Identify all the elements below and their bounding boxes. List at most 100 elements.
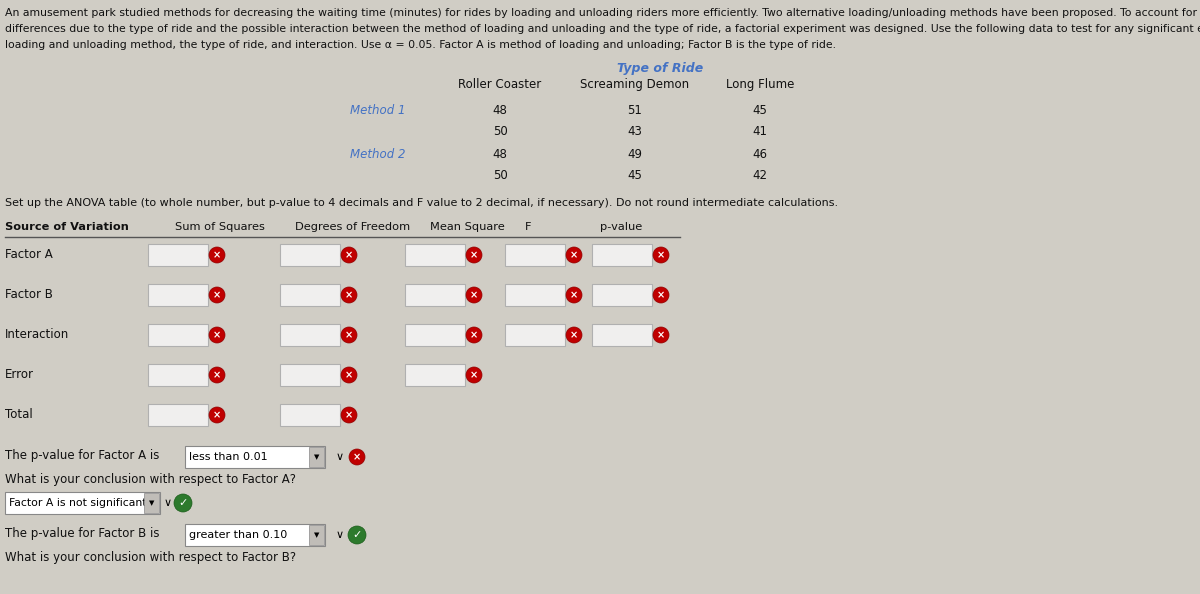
Circle shape <box>653 327 670 343</box>
Text: ×: × <box>353 452 361 462</box>
Circle shape <box>566 327 582 343</box>
Circle shape <box>466 247 482 263</box>
Text: Method 1: Method 1 <box>349 104 406 117</box>
Text: ×: × <box>212 370 221 380</box>
Bar <box>5 492 160 514</box>
Circle shape <box>341 247 358 263</box>
Bar <box>185 446 325 468</box>
Text: ∨: ∨ <box>164 498 172 508</box>
Bar <box>148 244 208 266</box>
Circle shape <box>209 247 226 263</box>
Text: Factor A is not significant: Factor A is not significant <box>10 498 146 508</box>
Text: ▼: ▼ <box>314 454 319 460</box>
Bar <box>280 284 340 306</box>
Circle shape <box>349 449 365 465</box>
Circle shape <box>466 327 482 343</box>
Text: Interaction: Interaction <box>5 328 70 342</box>
Text: 50: 50 <box>493 125 508 138</box>
Circle shape <box>209 287 226 303</box>
Bar <box>505 244 565 266</box>
Text: ×: × <box>656 330 665 340</box>
Text: p-value: p-value <box>600 222 642 232</box>
Bar <box>185 524 325 546</box>
Circle shape <box>341 407 358 423</box>
Text: Mean Square: Mean Square <box>430 222 505 232</box>
Bar <box>148 324 208 346</box>
Bar <box>406 244 466 266</box>
Bar <box>280 324 340 346</box>
Bar <box>310 525 324 545</box>
Bar <box>148 284 208 306</box>
Text: ×: × <box>344 250 353 260</box>
Text: ×: × <box>656 290 665 300</box>
Circle shape <box>566 247 582 263</box>
Text: ×: × <box>470 290 478 300</box>
Circle shape <box>566 287 582 303</box>
Text: ×: × <box>344 330 353 340</box>
Bar <box>148 364 208 386</box>
Text: What is your conclusion with respect to Factor A?: What is your conclusion with respect to … <box>5 473 296 486</box>
Text: Set up the ANOVA table (to whole number, but p-value to 4 decimals and F value t: Set up the ANOVA table (to whole number,… <box>5 198 838 208</box>
Text: differences due to the type of ride and the possible interaction between the met: differences due to the type of ride and … <box>5 24 1200 34</box>
Bar <box>280 404 340 426</box>
Text: Roller Coaster: Roller Coaster <box>458 78 541 91</box>
Text: ×: × <box>470 370 478 380</box>
Text: ×: × <box>212 250 221 260</box>
Text: ×: × <box>470 250 478 260</box>
Text: The p-value for Factor A is: The p-value for Factor A is <box>5 448 160 462</box>
Text: ×: × <box>212 330 221 340</box>
Text: ×: × <box>344 290 353 300</box>
Text: Factor A: Factor A <box>5 248 53 261</box>
Text: 49: 49 <box>628 148 642 161</box>
Circle shape <box>653 247 670 263</box>
Circle shape <box>341 367 358 383</box>
Bar <box>406 284 466 306</box>
Text: ×: × <box>570 330 578 340</box>
Text: ✓: ✓ <box>353 530 361 540</box>
Bar <box>505 284 565 306</box>
Text: Screaming Demon: Screaming Demon <box>581 78 690 91</box>
Text: ✓: ✓ <box>179 498 187 508</box>
Text: ×: × <box>656 250 665 260</box>
Text: less than 0.01: less than 0.01 <box>190 452 268 462</box>
Text: 51: 51 <box>628 104 642 117</box>
Circle shape <box>466 367 482 383</box>
Bar <box>592 284 652 306</box>
Circle shape <box>209 367 226 383</box>
Text: ×: × <box>470 330 478 340</box>
Bar <box>406 364 466 386</box>
Bar <box>280 364 340 386</box>
Text: Long Flume: Long Flume <box>726 78 794 91</box>
Circle shape <box>341 287 358 303</box>
Circle shape <box>653 287 670 303</box>
Text: Method 2: Method 2 <box>349 148 406 161</box>
Circle shape <box>209 407 226 423</box>
Text: ×: × <box>212 290 221 300</box>
Circle shape <box>341 327 358 343</box>
Text: greater than 0.10: greater than 0.10 <box>190 530 287 540</box>
Text: ×: × <box>570 290 578 300</box>
Bar <box>144 493 158 513</box>
Text: ×: × <box>570 250 578 260</box>
Text: ×: × <box>344 410 353 420</box>
Text: ∨: ∨ <box>336 452 344 462</box>
Text: ∨: ∨ <box>336 530 344 540</box>
Bar <box>148 404 208 426</box>
Text: loading and unloading method, the type of ride, and interaction. Use α = 0.05. F: loading and unloading method, the type o… <box>5 40 836 50</box>
Text: 43: 43 <box>628 125 642 138</box>
Bar <box>592 324 652 346</box>
Bar <box>310 447 324 467</box>
Bar <box>280 244 340 266</box>
Text: Source of Variation: Source of Variation <box>5 222 128 232</box>
Text: 42: 42 <box>752 169 768 182</box>
Text: 46: 46 <box>752 148 768 161</box>
Text: Type of Ride: Type of Ride <box>617 62 703 75</box>
Text: Sum of Squares: Sum of Squares <box>175 222 265 232</box>
Text: The p-value for Factor B is: The p-value for Factor B is <box>5 526 160 539</box>
Text: 45: 45 <box>628 169 642 182</box>
Text: 41: 41 <box>752 125 768 138</box>
Text: 45: 45 <box>752 104 768 117</box>
Text: Degrees of Freedom: Degrees of Freedom <box>295 222 410 232</box>
Text: 48: 48 <box>492 104 508 117</box>
Text: ▼: ▼ <box>314 532 319 538</box>
